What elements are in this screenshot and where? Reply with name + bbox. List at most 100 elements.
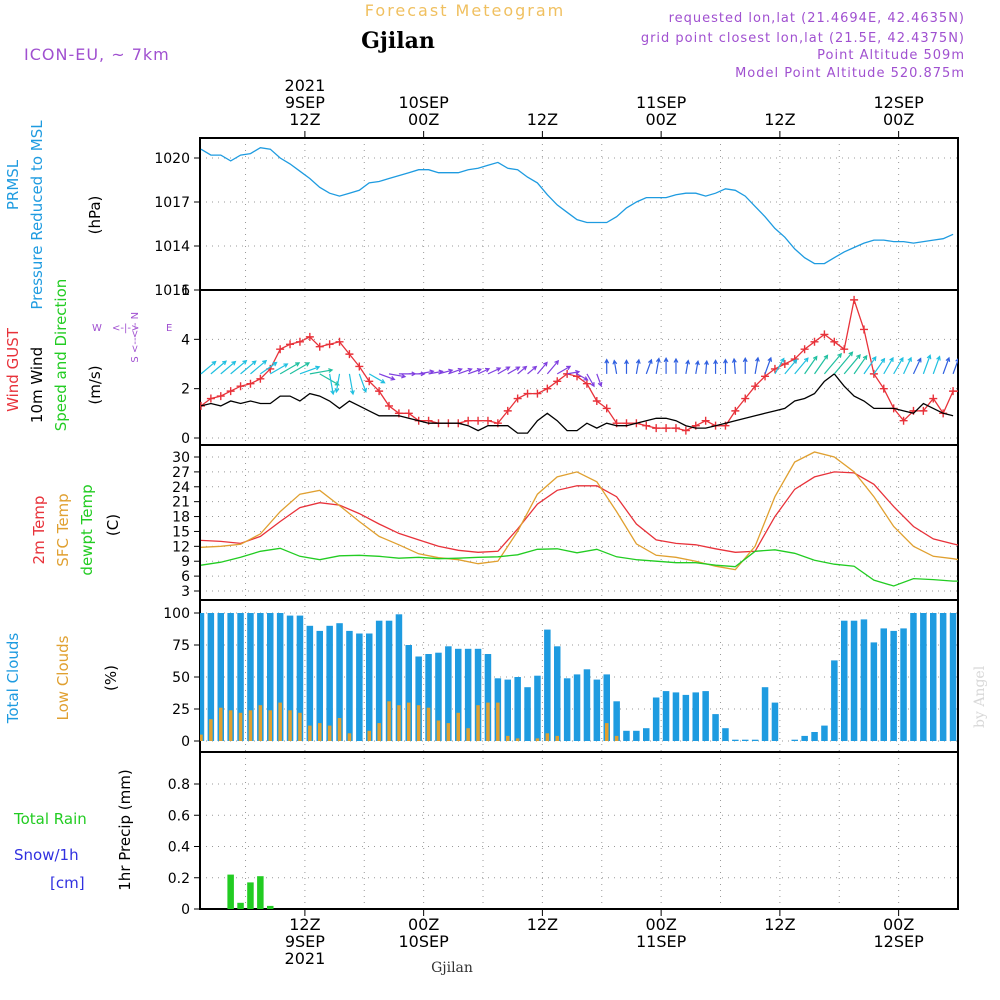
- gust-marker: [979, 419, 987, 427]
- panel-data: [200, 451, 958, 587]
- wind-arrow: [731, 357, 737, 374]
- wind-arrow: [853, 354, 868, 375]
- axis-label: Total Clouds: [4, 633, 22, 725]
- gust-marker: [899, 416, 908, 425]
- low-cloud-bar: [545, 733, 550, 741]
- series-line: [200, 297, 958, 432]
- ytick-label: 0: [181, 902, 190, 918]
- wind-arrow: [269, 363, 289, 375]
- total-cloud-bar: [949, 613, 957, 741]
- compass-arrows: <-|->: [112, 323, 139, 334]
- wind-arrow: [843, 353, 861, 375]
- total-cloud-bar: [811, 732, 818, 741]
- wind-arrow: [240, 360, 257, 375]
- wind-arrow: [309, 368, 334, 375]
- low-cloud-bar: [288, 710, 292, 741]
- total-cloud-bar: [930, 613, 937, 741]
- low-cloud-bar: [456, 712, 460, 741]
- gust-marker: [671, 424, 680, 433]
- wind-arrow: [586, 373, 595, 388]
- total-cloud-bar: [939, 613, 947, 741]
- low-cloud-bar: [367, 730, 371, 741]
- location-title: Gjilan: [361, 28, 435, 54]
- wind-arrow: [883, 356, 894, 375]
- gust-marker: [582, 379, 591, 388]
- wind-arrow: [220, 360, 237, 375]
- wind-arrow: [230, 359, 248, 375]
- meteogram-title: Forecast Meteogram: [365, 1, 565, 20]
- total-cloud-bar: [346, 630, 353, 741]
- low-cloud-bar: [436, 720, 441, 741]
- wind-arrow: [596, 373, 603, 388]
- series-line: [200, 471, 958, 553]
- axis-label: 10m Wind: [28, 347, 46, 423]
- gust-marker: [315, 342, 324, 351]
- ytick-label: 3: [181, 584, 190, 600]
- panel-data: [200, 613, 996, 741]
- wind-arrow: [388, 373, 407, 379]
- gust-marker: [523, 389, 532, 398]
- wind-arrow: [612, 359, 618, 374]
- gust-marker: [949, 387, 958, 396]
- gust-marker: [959, 387, 967, 395]
- ytick-label: 25: [172, 702, 190, 718]
- footer-location: Gjilan: [431, 960, 473, 976]
- gust-marker: [652, 424, 661, 433]
- ytick-label: 0.2: [168, 871, 190, 887]
- ytick-label: 4: [181, 332, 190, 348]
- low-cloud-bar: [515, 738, 520, 741]
- total-cloud-bar: [702, 691, 709, 741]
- time-label: 2021: [285, 76, 326, 95]
- gust-marker: [200, 401, 205, 410]
- total-cloud-bar: [771, 702, 779, 741]
- wind-arrow: [673, 357, 679, 374]
- wind-arrow: [576, 373, 589, 381]
- time-label: 00Z: [883, 110, 914, 129]
- point-altitude: Point Altitude 509m: [817, 48, 965, 63]
- total-cloud-bar: [563, 678, 571, 741]
- axis-label: 1hr Precip (mm): [116, 769, 134, 890]
- wind-arrow: [250, 359, 268, 375]
- ytick-label: 27: [172, 465, 190, 481]
- total-cloud-bar: [989, 613, 996, 741]
- total-cloud-bar: [672, 692, 680, 741]
- gust-marker: [276, 345, 285, 354]
- gust-marker: [305, 332, 314, 341]
- wind-arrow: [764, 356, 773, 375]
- low-cloud-bar: [496, 702, 500, 741]
- wind-compass: <-- NS <-- W <-|-> E: [92, 312, 172, 363]
- gust-marker: [464, 416, 473, 425]
- wind-arrow: [912, 357, 922, 375]
- gust-marker: [820, 330, 829, 339]
- time-label: 12SEP: [873, 932, 924, 951]
- axis-label: Pressure Reduced to MSL: [28, 120, 46, 310]
- gust-marker: [681, 426, 690, 435]
- wind-arrow: [438, 368, 454, 375]
- time-label: 00Z: [645, 915, 676, 934]
- wind-arrow: [200, 360, 217, 375]
- low-cloud-bar: [426, 707, 431, 741]
- gust-marker: [474, 416, 483, 425]
- precip-bar: [257, 876, 264, 909]
- total-cloud-bar: [504, 679, 511, 741]
- wind-arrow: [713, 359, 719, 374]
- total-cloud-bar: [722, 728, 729, 741]
- low-cloud-bar: [466, 728, 470, 741]
- total-cloud-bar: [821, 725, 828, 741]
- time-label: 10SEP: [398, 932, 449, 951]
- low-cloud-bar: [200, 734, 203, 741]
- total-cloud-bar: [425, 654, 432, 741]
- wind-arrow: [378, 373, 396, 381]
- gust-marker: [830, 337, 839, 346]
- total-cloud-bar: [593, 679, 601, 741]
- wind-arrow: [289, 362, 311, 375]
- total-cloud-bar: [464, 648, 472, 741]
- axis-label: (hPa): [86, 196, 104, 235]
- total-cloud-bar: [761, 687, 769, 741]
- time-label: 12Z: [764, 915, 795, 934]
- total-cloud-bar: [286, 615, 294, 741]
- total-cloud-bar: [623, 730, 630, 741]
- wind-arrow: [458, 367, 473, 375]
- axis-label: SFC Temp: [54, 493, 72, 566]
